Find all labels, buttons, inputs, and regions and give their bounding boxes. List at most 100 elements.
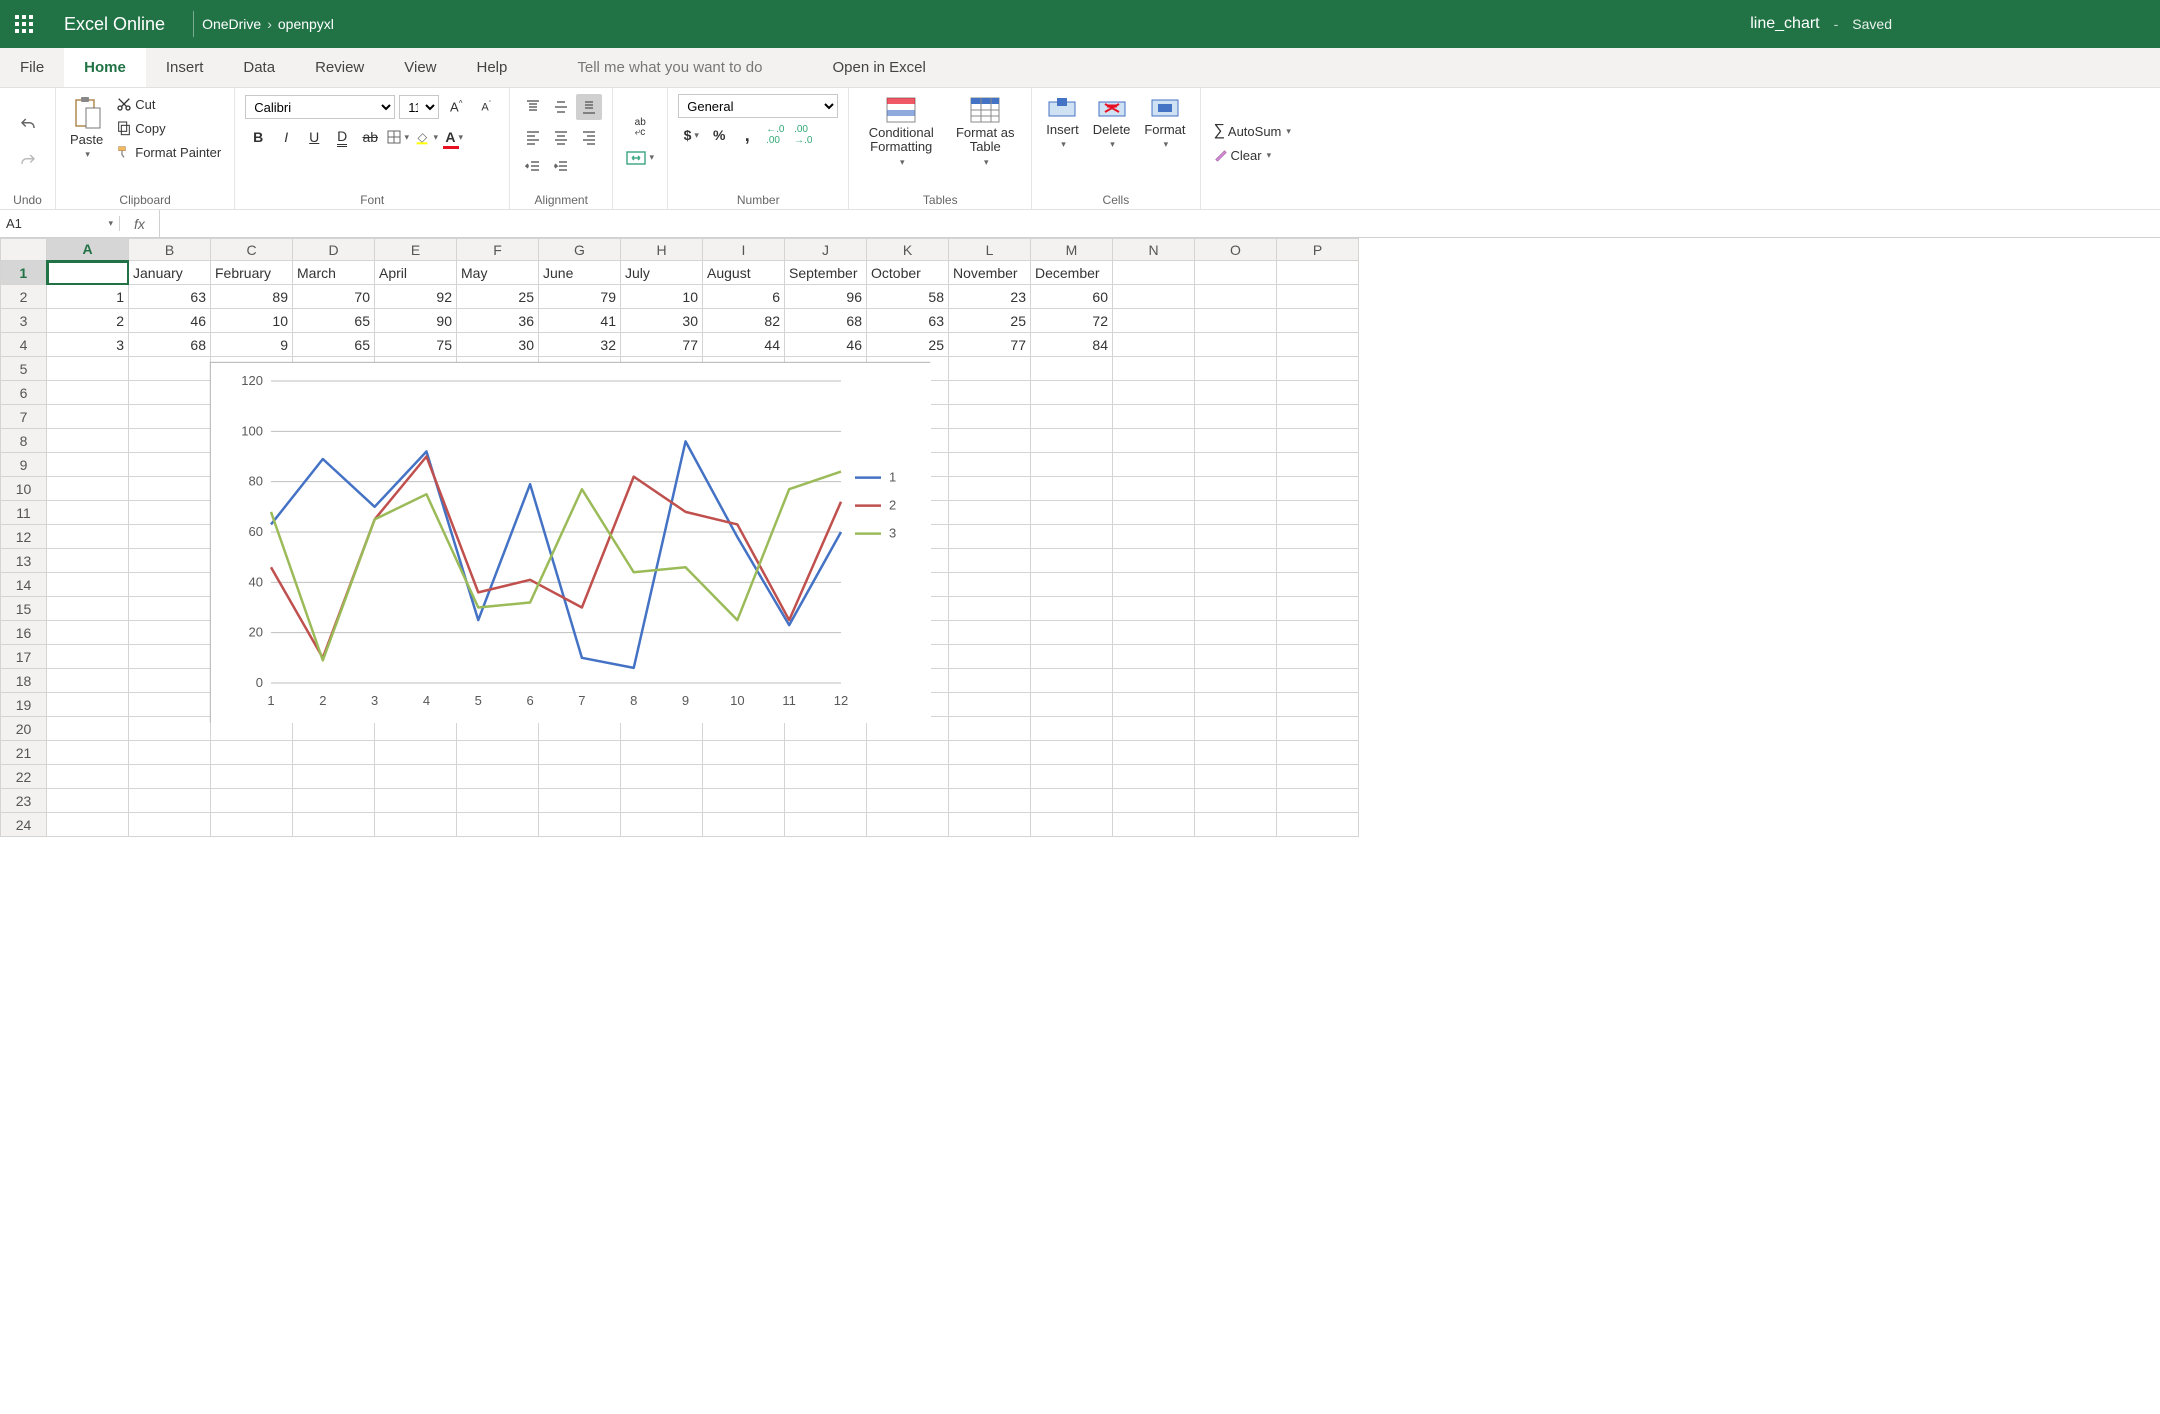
cell[interactable] [47,597,129,621]
percent-button[interactable]: % [706,122,732,148]
wrap-text-button[interactable]: ab⤶c [623,115,657,141]
cell[interactable] [1113,573,1195,597]
breadcrumb[interactable]: OneDrive › openpyxl [202,16,334,32]
column-header[interactable]: N [1113,239,1195,261]
cell[interactable] [47,645,129,669]
cell[interactable]: June [539,261,621,285]
cell[interactable] [47,741,129,765]
cell[interactable] [1113,645,1195,669]
cell[interactable]: 25 [457,285,539,309]
tab-home[interactable]: Home [64,48,146,87]
cell[interactable]: 79 [539,285,621,309]
cell[interactable] [1031,357,1113,381]
cell[interactable] [1277,621,1359,645]
cell[interactable] [47,813,129,837]
cell[interactable] [1113,621,1195,645]
cell[interactable] [1277,405,1359,429]
cell[interactable] [457,741,539,765]
cell[interactable] [1031,765,1113,789]
column-header[interactable]: H [621,239,703,261]
cell[interactable] [1113,285,1195,309]
row-header[interactable]: 8 [1,429,47,453]
cell[interactable] [1277,549,1359,573]
cell[interactable]: July [621,261,703,285]
cell[interactable] [1195,429,1277,453]
cell[interactable]: 58 [867,285,949,309]
cell[interactable] [1277,357,1359,381]
tab-file[interactable]: File [0,48,64,87]
cell[interactable]: 77 [949,333,1031,357]
chevron-down-icon[interactable]: ▾ [108,218,113,229]
italic-button[interactable]: I [273,124,299,150]
cell[interactable] [129,477,211,501]
cell[interactable] [1031,645,1113,669]
cell[interactable] [293,789,375,813]
cell[interactable] [47,669,129,693]
cell[interactable]: 6 [703,285,785,309]
cell[interactable] [1195,645,1277,669]
delete-cells-button[interactable]: Delete▾ [1089,94,1135,152]
cell[interactable] [1277,261,1359,285]
cell[interactable] [1195,693,1277,717]
column-header[interactable]: M [1031,239,1113,261]
cell[interactable] [785,813,867,837]
cell[interactable] [457,789,539,813]
format-as-table-button[interactable]: Format as Table▾ [949,94,1021,170]
cell[interactable]: 23 [949,285,1031,309]
clear-button[interactable]: Clear▾ [1211,146,1275,165]
tell-me-search[interactable]: Tell me what you want to do [557,48,782,87]
column-header[interactable]: D [293,239,375,261]
cell[interactable] [1195,261,1277,285]
column-header[interactable]: E [375,239,457,261]
cell[interactable] [949,501,1031,525]
cell[interactable] [1277,669,1359,693]
cell[interactable] [1195,573,1277,597]
cell[interactable]: 72 [1031,309,1113,333]
cell[interactable]: 65 [293,333,375,357]
font-size-select[interactable]: 11 [399,95,439,119]
cell[interactable]: 30 [457,333,539,357]
cell[interactable] [1113,333,1195,357]
row-header[interactable]: 7 [1,405,47,429]
autosum-button[interactable]: ∑AutoSum▾ [1211,120,1294,142]
open-in-excel-button[interactable]: Open in Excel [812,48,945,87]
cell[interactable] [1031,405,1113,429]
cell[interactable] [1277,525,1359,549]
cell[interactable] [47,477,129,501]
cell[interactable]: 10 [621,285,703,309]
chevron-down-icon[interactable]: ▾ [85,149,90,160]
cell[interactable] [1277,789,1359,813]
cell[interactable] [1113,597,1195,621]
cell[interactable] [47,765,129,789]
cell[interactable] [1195,309,1277,333]
tab-review[interactable]: Review [295,48,384,87]
cell[interactable] [1195,765,1277,789]
cell[interactable]: 84 [1031,333,1113,357]
align-right-button[interactable] [576,124,602,150]
row-header[interactable]: 17 [1,645,47,669]
cell[interactable] [129,621,211,645]
document-title[interactable]: line_chart [1750,15,1819,33]
cell[interactable] [621,813,703,837]
cell[interactable] [1195,285,1277,309]
copy-button[interactable]: Copy [113,118,224,138]
align-middle-button[interactable] [548,94,574,120]
increase-indent-button[interactable] [548,154,574,180]
cell[interactable] [1195,357,1277,381]
cell[interactable] [949,645,1031,669]
underline-button[interactable]: U [301,124,327,150]
column-header[interactable]: G [539,239,621,261]
cell[interactable] [129,765,211,789]
cell[interactable] [1277,501,1359,525]
cell[interactable]: 68 [785,309,867,333]
cell[interactable] [949,405,1031,429]
cell[interactable]: 46 [785,333,867,357]
cell[interactable]: 25 [949,309,1031,333]
cell[interactable] [539,765,621,789]
cell[interactable] [1195,621,1277,645]
cell[interactable] [1113,717,1195,741]
column-header[interactable]: I [703,239,785,261]
format-cells-button[interactable]: Format▾ [1140,94,1189,152]
row-header[interactable]: 18 [1,669,47,693]
borders-button[interactable] [385,124,411,150]
